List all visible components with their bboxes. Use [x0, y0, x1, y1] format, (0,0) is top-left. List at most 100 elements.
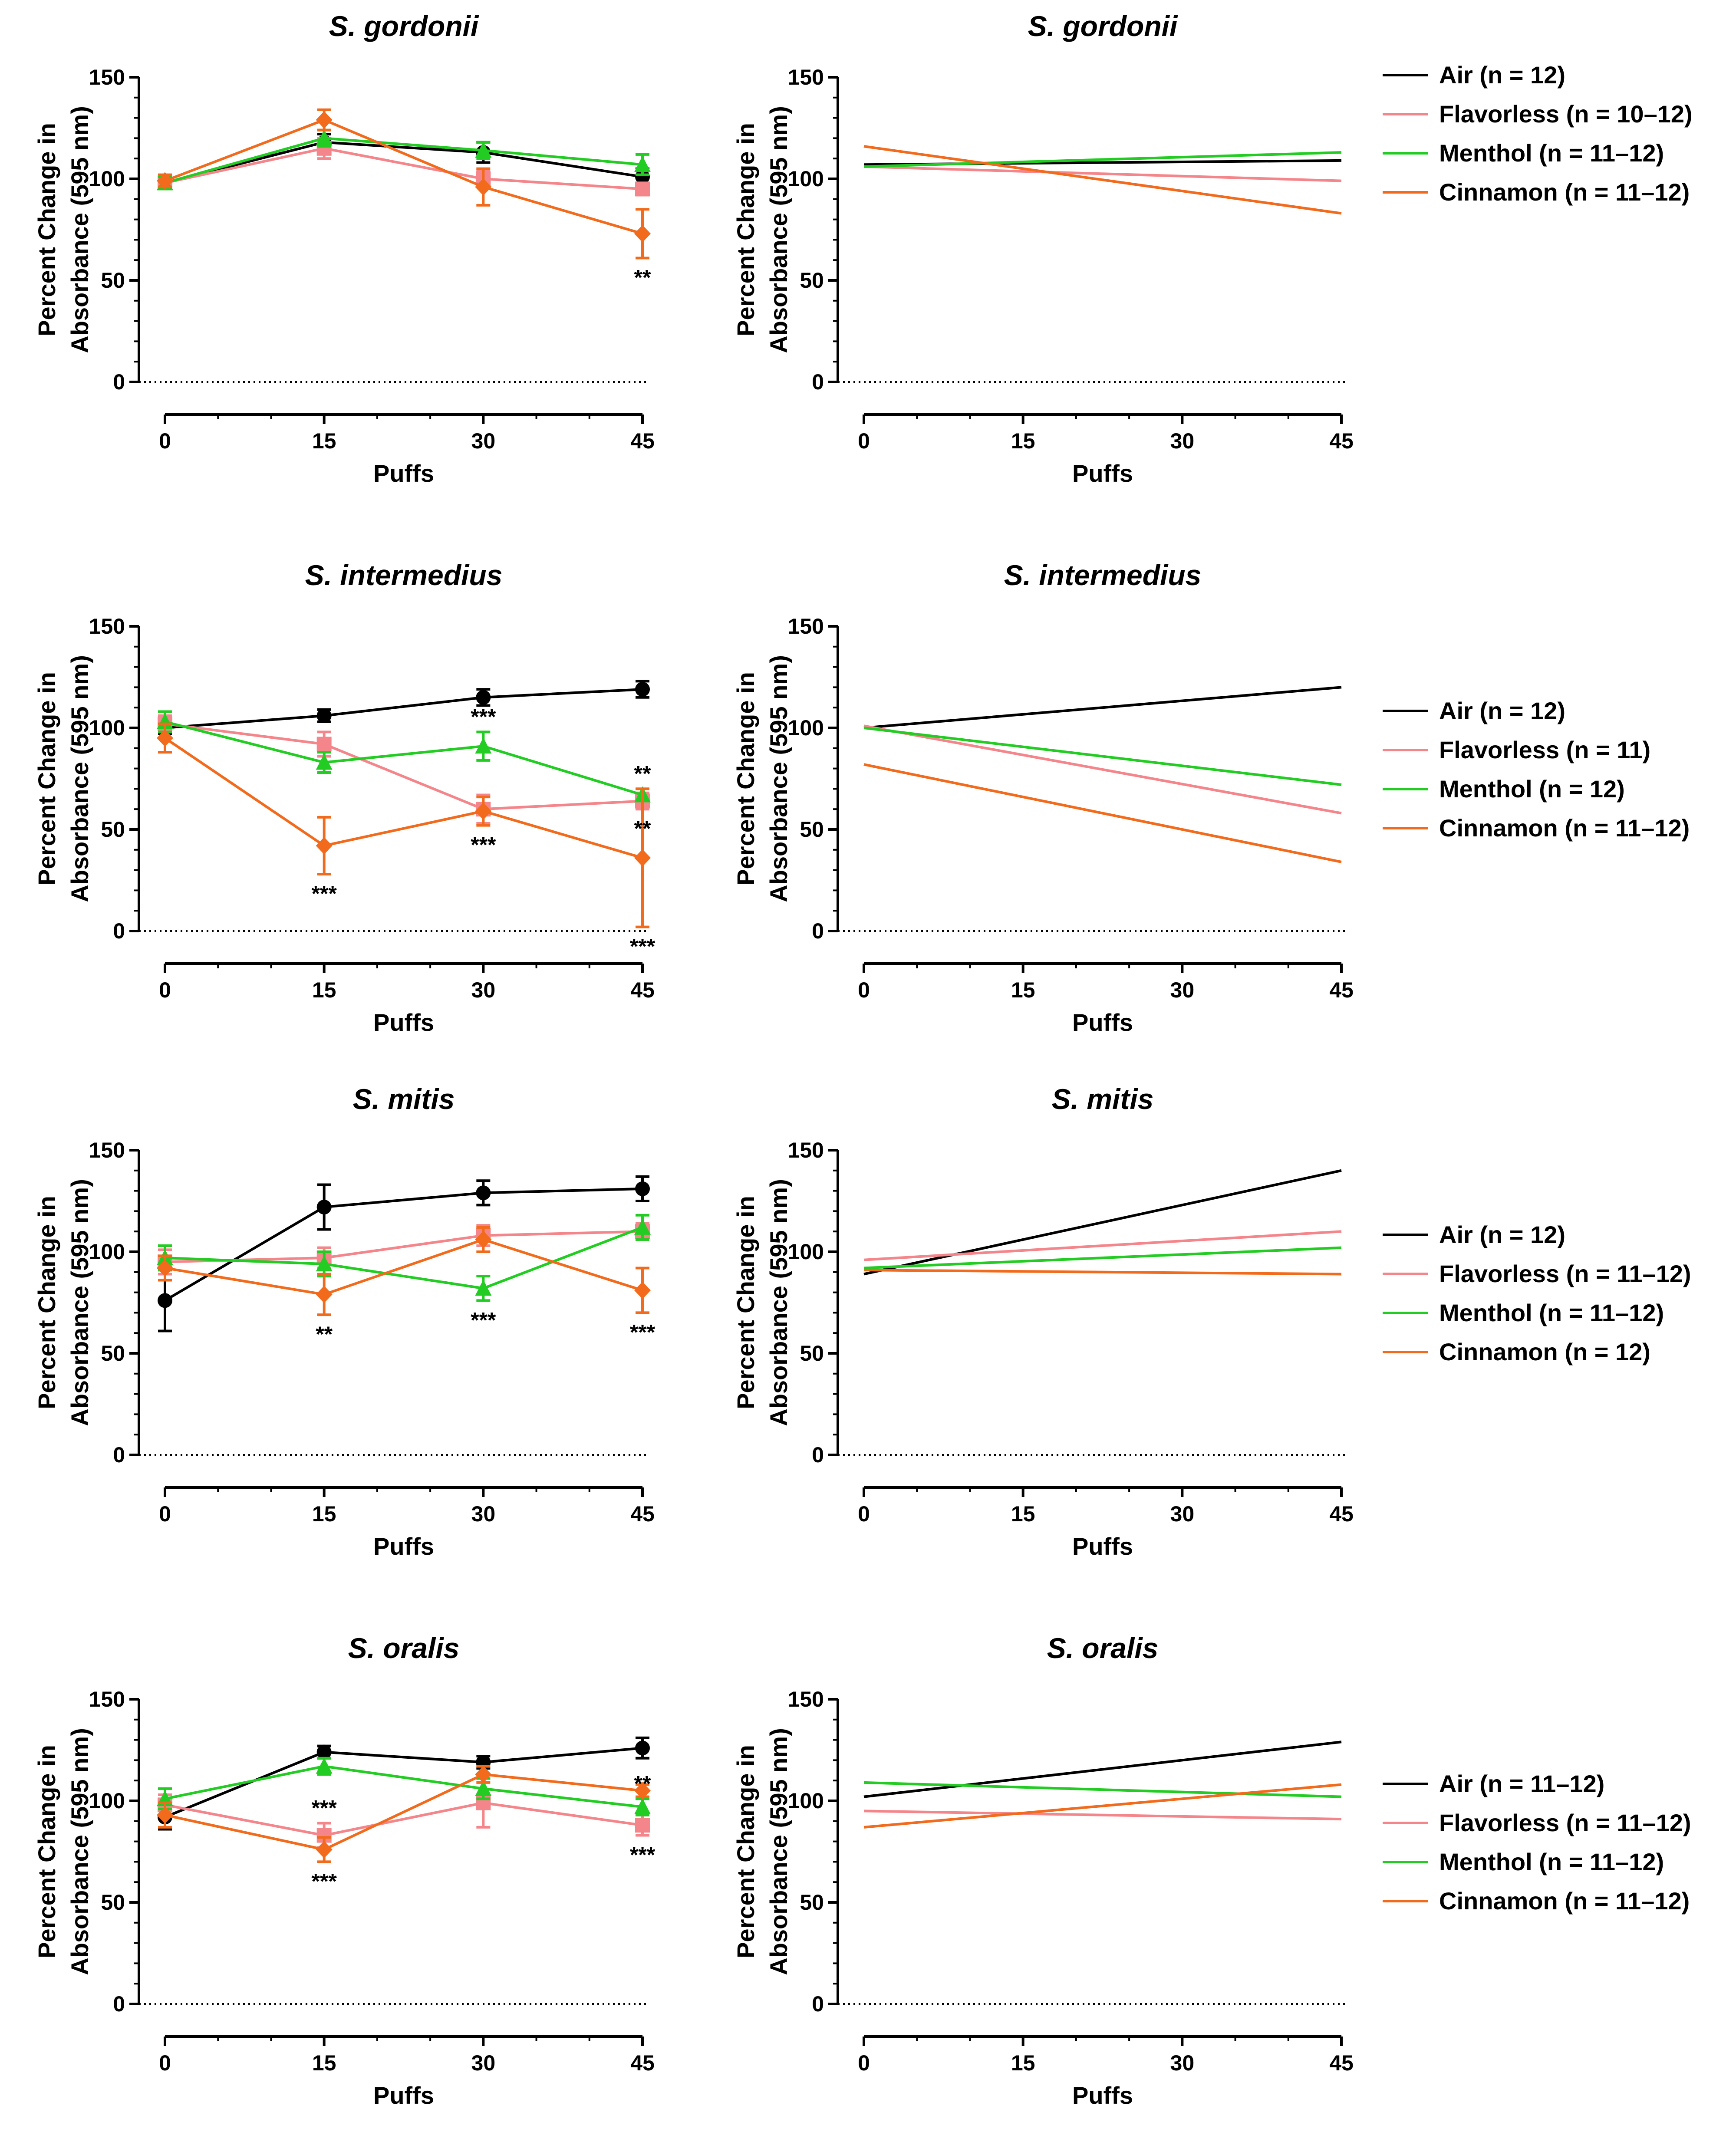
panel-6-x-tick-label: 15 [312, 2051, 336, 2075]
panel-6-y-tick-label: 50 [101, 1890, 125, 1915]
panel-4-air-point-0-marker [158, 1293, 172, 1308]
panel-6-significance-3: *** [630, 1843, 656, 1867]
panel-7-air-line [863, 1740, 1342, 1798]
panel-2-y-tick-label: 0 [113, 919, 125, 943]
panel-3-y-tick-label: 50 [800, 817, 824, 842]
panel-4-cinnamon-point-0-marker [157, 1259, 173, 1277]
panel-1-x-label: Puffs [1072, 460, 1133, 487]
panel-0-air-line [165, 141, 643, 184]
panel-1-legend-label-flavorless: Flavorless (n = 10–12) [1439, 100, 1693, 128]
panel-2-x-tick-label: 30 [471, 978, 496, 1002]
panel-2-significance-5: *** [630, 934, 656, 959]
panel-3-x-tick-label: 0 [858, 978, 870, 1002]
panel-6-cinnamon-line [165, 1773, 643, 1851]
panel-4-significance-1: *** [471, 1308, 496, 1332]
panel-3-x-tick-label: 15 [1011, 978, 1035, 1002]
panel-1-cinnamon-line [863, 145, 1342, 215]
panel-0-x-label: Puffs [373, 460, 434, 487]
panel-5-y-tick-label: 100 [788, 1240, 824, 1264]
panel-3-legend-label-air: Air (n = 12) [1439, 697, 1565, 724]
panel-7-x-tick-label: 15 [1011, 2051, 1035, 2075]
panel-3: S. intermedius 0 50 100 150 0 15 30 45 Puffs Perce… [732, 559, 1690, 1036]
panel-0-significance-0: ** [634, 266, 651, 290]
panel-6-x-label: Puffs [373, 2082, 434, 2109]
panel-4-significance-0: ** [316, 1322, 333, 1346]
panel-1-y-tick-label: 150 [788, 65, 824, 89]
panel-7-y-tick-label: 0 [812, 1992, 824, 2016]
panel-4-x-label: Puffs [373, 1533, 434, 1560]
panel-2-y-label-line-2: Absorbance (595 nm) [66, 655, 93, 902]
panel-3-menthol-line [863, 727, 1342, 786]
panel-0: S. gordonii 0 50 100 150 0 15 30 45 Puffs Percent … [33, 10, 655, 487]
panel-6-y-label-line-1: Percent Change in [33, 1745, 60, 1958]
panel-2-y-tick-label: 150 [89, 614, 125, 638]
panel-0-y-tick-label: 150 [89, 65, 125, 89]
panel-5-y-tick-label: 50 [800, 1341, 824, 1365]
panel-1-y-label-line-2: Absorbance (595 nm) [765, 106, 792, 353]
panel-3-air-line [863, 686, 1342, 729]
panel-7-flavorless-line [863, 1810, 1342, 1821]
panel-7-legend-label-cinnamon: Cinnamon (n = 11–12) [1439, 1887, 1690, 1915]
panel-1-x-tick-label: 45 [1329, 429, 1354, 453]
panel-4-menthol-point-2-marker [475, 1280, 492, 1296]
panel-3-y-label-line-2: Absorbance (595 nm) [765, 655, 792, 902]
panel-3-y-label-line-1: Percent Change in [732, 672, 759, 885]
panel-6-menthol-point-1-marker [316, 1757, 333, 1774]
panel-0-cinnamon-point-3-marker [634, 225, 651, 243]
panel-5-y-tick-label: 150 [788, 1138, 824, 1162]
panel-4-cinnamon-point-3-marker [634, 1281, 651, 1299]
panel-6-y-label-line-2: Absorbance (595 nm) [66, 1728, 93, 1975]
panel-1-title: S. gordonii [1028, 10, 1178, 42]
panel-3-y-tick-label: 0 [812, 919, 824, 943]
panel-2-significance-0: *** [311, 882, 337, 906]
panel-5-menthol-line [863, 1246, 1342, 1270]
panel-1-y-tick-label: 100 [788, 167, 824, 191]
panel-5-flavorless-line [863, 1230, 1342, 1261]
panel-0-cinnamon-point-0-marker [157, 172, 173, 190]
panel-2-flavorless-point-1-marker [316, 737, 332, 752]
panel-4-cinnamon-line [165, 1238, 643, 1296]
panel-0-x-tick-label: 45 [630, 429, 655, 453]
panel-2-menthol-point-2-marker [475, 737, 492, 754]
panel-3-cinnamon-line [863, 763, 1342, 863]
panel-4-x-tick-label: 45 [630, 1502, 655, 1526]
panel-5-x-label: Puffs [1072, 1533, 1133, 1560]
panel-0-y-label-line-1: Percent Change in [33, 123, 60, 336]
panel-2-cinnamon-point-3-marker [634, 849, 651, 867]
panel-0-air-point-3-marker [635, 169, 650, 184]
panel-7-y-tick-label: 50 [800, 1890, 824, 1915]
panel-4-air-point-1-marker [316, 1200, 332, 1215]
panel-6-y-tick-label: 0 [113, 1992, 125, 2016]
panel-3-x-tick-label: 30 [1170, 978, 1195, 1002]
panel-0-flavorless-point-3-marker [635, 181, 650, 197]
panel-2-x-tick-label: 0 [159, 978, 171, 1002]
panel-2-flavorless-line [165, 722, 643, 811]
panel-0-title: S. gordonii [329, 10, 479, 42]
panel-1-legend-label-menthol: Menthol (n = 11–12) [1439, 139, 1664, 167]
panel-4-x-tick-label: 15 [312, 1502, 336, 1526]
panel-3-x-label: Puffs [1072, 1009, 1133, 1036]
panel-7-y-tick-label: 150 [788, 1687, 824, 1711]
panel-6-cinnamon-point-1-marker [316, 1841, 333, 1859]
panel-0-menthol-point-2-marker [475, 141, 492, 158]
panel-4-cinnamon-point-1-marker [316, 1286, 333, 1303]
panel-0-flavorless-line [165, 147, 643, 191]
panel-1-legend-label-cinnamon: Cinnamon (n = 11–12) [1439, 178, 1690, 206]
panel-7-x-tick-label: 45 [1329, 2051, 1354, 2075]
panel-4-air-line [164, 1187, 643, 1302]
panel-4-y-label-line-1: Percent Change in [33, 1196, 60, 1409]
panel-1-y-label-line-1: Percent Change in [732, 123, 759, 336]
panel-2-title: S. intermedius [305, 559, 503, 591]
panel-6-menthol-point-2-marker [475, 1780, 492, 1796]
panel-5: S. mitis 0 50 100 150 0 15 30 45 Puffs Percent Cha… [732, 1083, 1691, 1560]
panel-4-y-tick-label: 50 [101, 1341, 125, 1365]
panel-5-x-tick-label: 0 [858, 1502, 870, 1526]
panel-1: S. gordonii 0 50 100 150 0 15 30 45 Puffs Percent … [732, 10, 1693, 487]
panel-7-y-label-line-1: Percent Change in [732, 1745, 759, 1958]
panel-5-legend-label-air: Air (n = 12) [1439, 1221, 1565, 1248]
panel-3-y-tick-label: 150 [788, 614, 824, 638]
panel-7-title: S. oralis [1047, 1632, 1159, 1664]
panel-1-x-tick-label: 0 [858, 429, 870, 453]
panel-5-cinnamon-line [863, 1269, 1342, 1276]
panel-0-cinnamon-point-2-marker [475, 178, 492, 196]
